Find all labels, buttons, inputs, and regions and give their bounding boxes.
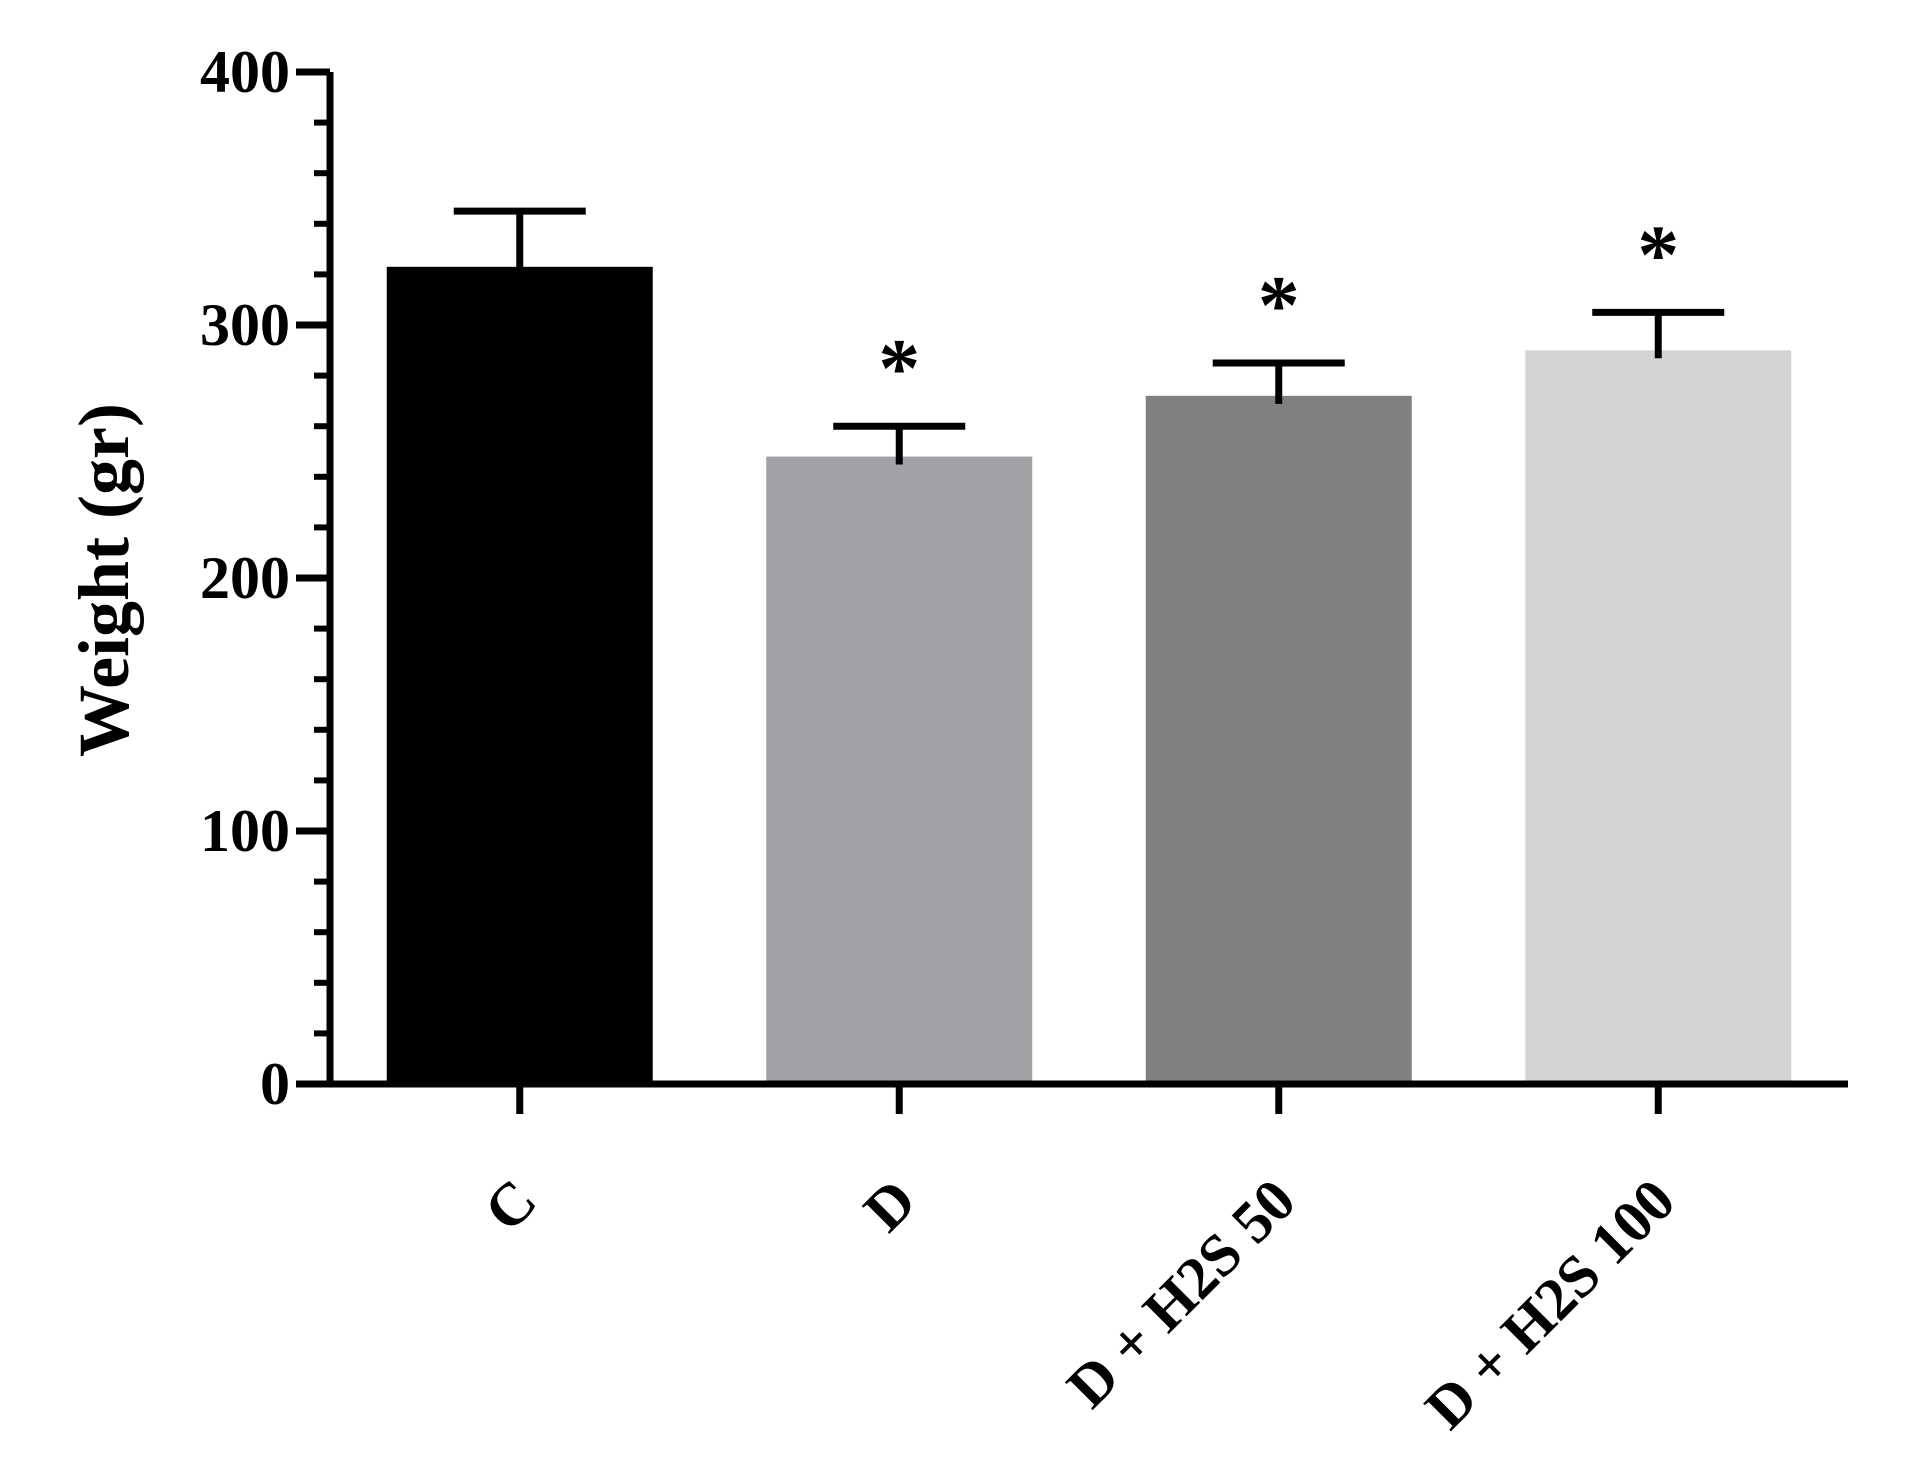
x-category-label: D + H2S 50 xyxy=(1054,1167,1308,1421)
bar xyxy=(1525,350,1792,1084)
x-axis-ticks: C D D + H2S 50 D + H2S 100 xyxy=(472,1084,1688,1442)
bar xyxy=(386,266,653,1084)
x-category-label: D xyxy=(851,1167,928,1244)
y-tick-label: 400 xyxy=(200,39,290,105)
x-category-label: D + H2S 100 xyxy=(1413,1167,1688,1442)
significance-asterisk: * xyxy=(1258,259,1300,352)
y-axis-title: Weight (gr) xyxy=(64,403,144,757)
significance-markers: * * * xyxy=(878,208,1679,415)
x-category-label: C xyxy=(472,1167,549,1244)
bars xyxy=(386,266,1792,1085)
bar xyxy=(766,456,1033,1084)
significance-asterisk: * xyxy=(878,322,920,415)
y-tick-label: 200 xyxy=(200,545,290,611)
significance-asterisk: * xyxy=(1637,208,1679,301)
y-tick-label: 100 xyxy=(200,798,290,864)
y-axis-ticks: 0 100 200 300 400 xyxy=(200,39,330,1117)
y-tick-label: 300 xyxy=(200,292,290,358)
y-tick-label: 0 xyxy=(260,1051,290,1117)
error-bars xyxy=(453,207,1725,465)
bar xyxy=(1145,395,1412,1085)
